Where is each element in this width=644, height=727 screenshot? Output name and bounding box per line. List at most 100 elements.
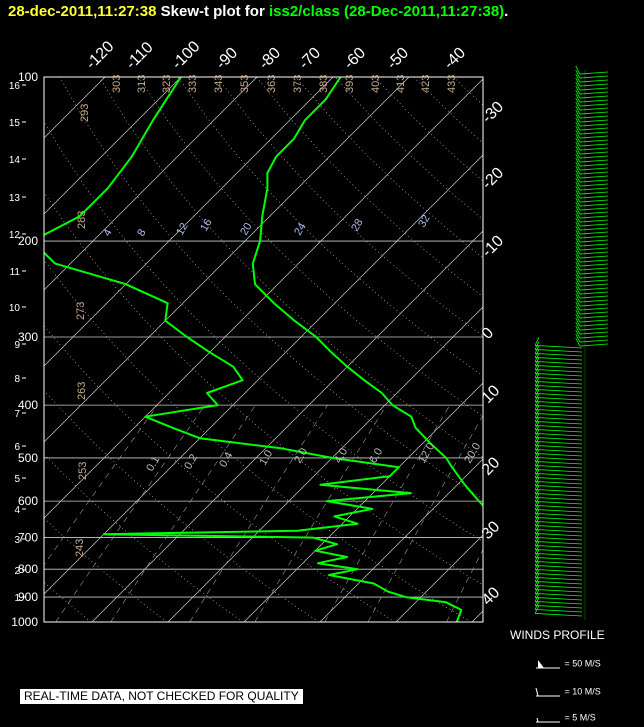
wind-barb: [534, 541, 583, 545]
wind-barb: [534, 557, 583, 561]
height-km-label: 3: [14, 535, 20, 546]
temp-top-tick-label: -120: [83, 38, 118, 73]
wind-barb-flag: [575, 269, 581, 279]
wind-barb-flag: [534, 421, 540, 430]
wind-barb-flag: [575, 105, 581, 115]
height-km-label: 12: [9, 230, 21, 241]
pressure-tick-label: 100: [18, 70, 38, 84]
mixing-ratio-label: 20: [238, 221, 255, 238]
wind-barb: [534, 357, 583, 361]
wind-barb-flag: [534, 521, 540, 530]
wind-barb: [534, 441, 583, 445]
mixing-ratio-line: [508, 405, 615, 622]
wind-barb-flag: [534, 433, 540, 442]
wind-barb: [534, 493, 583, 497]
isotherm-line: [44, 77, 334, 367]
wind-barb: [579, 107, 609, 111]
wind-barb-flag: [575, 309, 581, 319]
wind-barb-flag: [534, 413, 540, 422]
wind-barb: [534, 593, 583, 597]
pressure-tick-label: 700: [18, 531, 38, 545]
wind-barb-flag: [575, 285, 581, 295]
wind-barb-flag: [534, 589, 540, 598]
height-km-label: 9: [14, 340, 20, 351]
wind-barb: [579, 271, 609, 275]
dry-adiabat-line: [374, 77, 483, 182]
wind-barb: [534, 597, 583, 601]
mixing-ratio-label: 1.0: [257, 448, 275, 467]
wind-barb: [579, 279, 609, 283]
wind-barb-flag: [575, 93, 581, 103]
dry-adiabat-line: [216, 77, 483, 337]
wind-barb-flag: [575, 97, 581, 107]
wind-barb-50-icon: [536, 660, 560, 669]
height-km-label: 8: [14, 374, 20, 385]
wind-barb-flag: [534, 369, 540, 378]
theta-label: 243: [74, 539, 86, 557]
wind-barb-flag: [575, 177, 581, 187]
wind-barb: [579, 131, 609, 135]
mixing-ratio-line: [367, 414, 483, 622]
wind-barb: [534, 409, 583, 413]
wind-barb: [534, 345, 583, 349]
wind-barb: [579, 239, 609, 243]
height-km-label: 1: [14, 593, 20, 604]
mixing-ratio-line: [254, 404, 387, 622]
wind-barb-flag: [575, 193, 581, 203]
wind-barb-flag: [534, 357, 540, 366]
isotherm-line: [44, 78, 483, 519]
wind-barb-flag: [534, 445, 540, 454]
height-km-label: 14: [9, 155, 21, 166]
wind-barb-flag: [534, 417, 540, 426]
wind-barb: [534, 613, 583, 617]
theta-label: 423: [420, 75, 432, 93]
wind-barb: [579, 223, 609, 227]
wind-barb: [579, 211, 609, 215]
wind-legend-50-label: = 50 M/S: [564, 658, 601, 669]
wind-barb-flag: [575, 133, 581, 143]
mixing-ratio-label: 16: [198, 217, 215, 234]
dry-adiabat-line: [413, 77, 483, 144]
wind-barb: [534, 505, 583, 509]
wind-barb-flag: [534, 517, 540, 526]
wind-barb-flag: [534, 573, 540, 582]
wind-barb: [534, 609, 583, 613]
wind-barb: [534, 429, 583, 433]
dry-adiabat-line: [44, 191, 483, 586]
temp-top-tick-label: -90: [213, 44, 241, 72]
wind-legend-50: = 50 M/S: [532, 658, 601, 670]
mixing-ratio-line: [110, 404, 256, 622]
wind-barb-flag: [575, 297, 581, 307]
wind-barb-flag: [534, 557, 540, 566]
wind-barb: [534, 433, 583, 437]
wind-barb: [579, 267, 609, 271]
wind-barb: [579, 287, 609, 291]
isotherm-line: [243, 382, 483, 622]
theta-label: 363: [266, 75, 278, 93]
mixing-ratio-label: 24: [292, 221, 309, 238]
wind-barb: [579, 163, 609, 167]
title-period: .: [504, 3, 509, 20]
pressure-tick-label: 400: [18, 398, 38, 412]
wind-barb-flag: [534, 565, 540, 574]
wind-barb-flag: [575, 261, 581, 271]
wind-barb-flag: [575, 333, 581, 343]
wind-barb: [579, 187, 609, 191]
wind-barb: [534, 457, 583, 461]
wind-barb: [579, 195, 609, 199]
wind-barb-flag: [575, 225, 581, 235]
wind-barb: [534, 513, 583, 517]
wind-barb: [579, 207, 609, 211]
wind-barb-flag: [534, 429, 540, 438]
wind-barb: [534, 561, 583, 565]
temp-right-tick-label: 0: [479, 324, 497, 342]
wind-barb-flag: [534, 389, 540, 398]
wind-barb: [534, 365, 583, 369]
wind-barb-flag: [534, 513, 540, 522]
wind-barb: [579, 183, 609, 187]
wind-barb: [579, 307, 609, 311]
height-km-label: 5: [14, 474, 20, 485]
wind-barb: [579, 151, 609, 155]
wind-barb-flag: [534, 497, 540, 506]
wind-barb-flag: [575, 121, 581, 131]
